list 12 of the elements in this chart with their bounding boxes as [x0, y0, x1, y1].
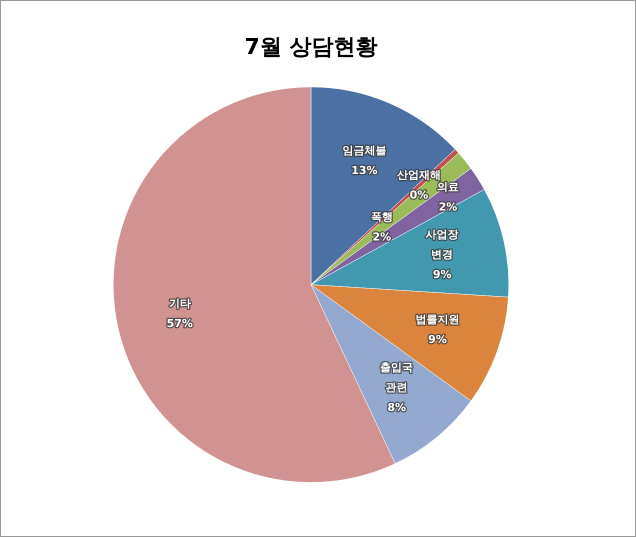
slice-label: 법률지원: [416, 313, 460, 326]
slice-label: 기타: [168, 296, 191, 310]
slice-label: 사업장 변경: [426, 228, 459, 262]
data-label: 9%: [432, 268, 452, 282]
slice-label: 임금체불: [342, 144, 386, 158]
data-label: 9%: [428, 333, 447, 346]
data-label: 57%: [166, 316, 193, 330]
chart-title: 7월 상담현황: [244, 34, 378, 60]
data-label: 0%: [410, 188, 428, 202]
slice-label: 출입국 관련: [380, 361, 414, 394]
data-label: 8%: [387, 401, 406, 414]
data-label: 13%: [351, 164, 378, 178]
